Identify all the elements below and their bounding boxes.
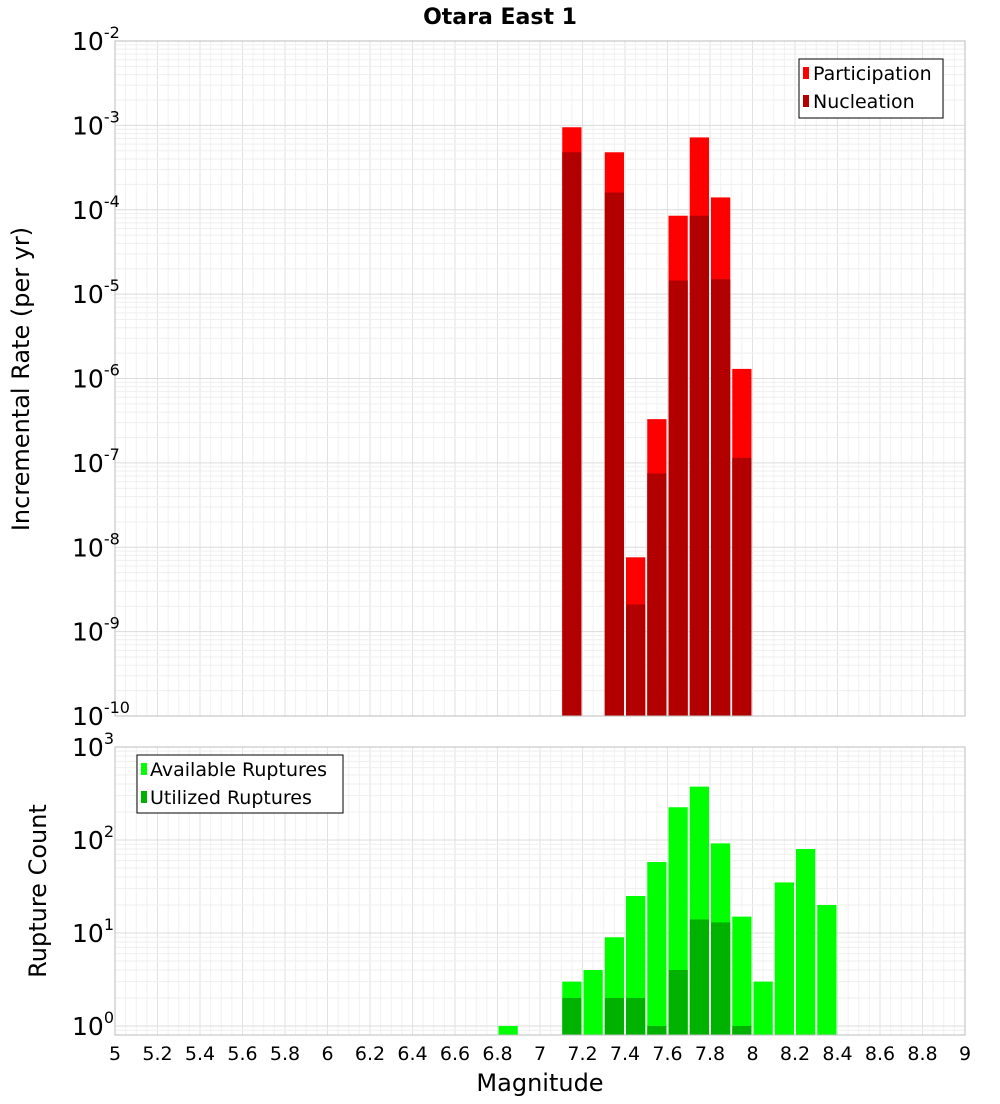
bottom-legend-box (136, 754, 344, 814)
x-axis-label: Magnitude (476, 1069, 603, 1097)
x-tick-label: 8.8 (907, 1043, 937, 1065)
x-tick-label: 8.6 (865, 1043, 895, 1065)
bar-available-ruptures (817, 904, 837, 1035)
bar-utilized-ruptures (604, 997, 624, 1035)
bar-available-ruptures (732, 916, 752, 1035)
bar-utilized-ruptures (647, 1025, 667, 1035)
x-tick-label: 5 (109, 1043, 121, 1065)
y-tick-label: 101 (72, 915, 114, 948)
y-tick-label: 100 (72, 1008, 114, 1041)
top-panel: 10-10 10-9 10-8 10-7 10-6 10-5 10-4 10-3 10-2 In… (7, 23, 966, 731)
bar-nucleation (562, 152, 582, 716)
x-tick-label: 5.4 (185, 1043, 215, 1065)
y-tick-label: 10-8 (72, 529, 120, 562)
bar-utilized-ruptures (562, 997, 582, 1035)
y-tick-label: 10-4 (72, 192, 120, 225)
x-tick-label: 8 (746, 1043, 758, 1065)
legend-label-nucleation: Nucleation (813, 91, 915, 113)
bottom-panel: 100 101 102 103 Rupture Count Available Rup… (24, 729, 966, 1041)
bar-available-ruptures (753, 981, 773, 1035)
bar-available-ruptures (583, 969, 603, 1035)
x-tick-label: 6.2 (355, 1043, 385, 1065)
top-legend: Participation Nucleation (798, 58, 944, 119)
legend-label-utilized: Utilized Ruptures (150, 787, 312, 809)
x-tick-label: 6.8 (482, 1043, 512, 1065)
top-plot-frame (114, 40, 966, 717)
y-tick-label: 10-9 (72, 614, 120, 647)
legend-label-participation: Participation (813, 63, 932, 85)
legend-swatch-nucleation (803, 95, 809, 107)
legend-label-available: Available Ruptures (150, 759, 327, 781)
x-tick-label: 5.8 (270, 1043, 300, 1065)
y-tick-label: 102 (72, 822, 114, 855)
bottom-legend: Available Ruptures Utilized Ruptures (136, 754, 344, 814)
x-tick-label: 5.6 (227, 1043, 257, 1065)
x-tick-label: 6.6 (440, 1043, 470, 1065)
y-tick-label: 10-6 (72, 361, 120, 394)
x-tick-label: 7.6 (652, 1043, 682, 1065)
top-y-ticks: 10-10 10-9 10-8 10-7 10-6 10-5 10-4 10-3 10-2 (72, 23, 130, 731)
x-tick-label: 7 (534, 1043, 546, 1065)
bar-nucleation (668, 280, 688, 716)
bottom-bars (498, 786, 837, 1035)
x-tick-label: 6.4 (397, 1043, 427, 1065)
chart-title: Otara East 1 (423, 5, 577, 30)
bar-nucleation (647, 473, 667, 716)
y-tick-label: 10-7 (72, 445, 120, 478)
bar-available-ruptures (647, 861, 667, 1035)
bar-utilized-ruptures (668, 969, 688, 1035)
bar-available-ruptures (774, 882, 794, 1035)
bar-nucleation (604, 192, 624, 717)
top-grid (114, 40, 966, 717)
x-tick-label: 7.8 (695, 1043, 725, 1065)
bottom-y-axis-label: Rupture Count (24, 804, 52, 978)
bar-nucleation (711, 279, 731, 716)
bar-available-ruptures (796, 849, 816, 1035)
y-tick-label: 10-3 (72, 107, 120, 140)
bar-nucleation (689, 215, 709, 717)
x-tick-label: 7.4 (610, 1043, 640, 1065)
bar-utilized-ruptures (689, 919, 709, 1035)
top-legend-box (798, 58, 944, 119)
top-bars (562, 127, 752, 717)
bar-available-ruptures (498, 1025, 518, 1035)
legend-swatch-available (141, 763, 147, 775)
x-ticks: 5 5.2 5.4 5.6 5.8 6 6.2 6.4 6.6 6.8 7 7.2 7.4 7.6 7.8 8… (109, 1043, 971, 1065)
y-tick-label: 10-2 (72, 23, 120, 56)
bar-nucleation (626, 604, 646, 716)
x-tick-label: 7.2 (567, 1043, 597, 1065)
top-y-axis-label: Incremental Rate (per yr) (7, 227, 35, 531)
y-tick-label: 10-5 (72, 276, 120, 309)
bar-utilized-ruptures (711, 922, 731, 1035)
y-tick-label: 10-10 (72, 698, 130, 731)
x-tick-label: 8.2 (780, 1043, 810, 1065)
bar-utilized-ruptures (626, 997, 646, 1035)
bar-nucleation (732, 457, 752, 716)
x-tick-label: 9 (959, 1043, 971, 1065)
y-tick-label: 103 (72, 729, 114, 762)
bottom-plot-frame (114, 746, 966, 1036)
x-tick-label: 6 (321, 1043, 333, 1065)
x-tick-label: 8.4 (822, 1043, 852, 1065)
bottom-y-ticks: 100 101 102 103 (72, 729, 114, 1041)
x-tick-label: 5.2 (142, 1043, 172, 1065)
bar-utilized-ruptures (732, 1025, 752, 1035)
legend-swatch-utilized (141, 791, 147, 803)
legend-swatch-participation (803, 67, 809, 79)
